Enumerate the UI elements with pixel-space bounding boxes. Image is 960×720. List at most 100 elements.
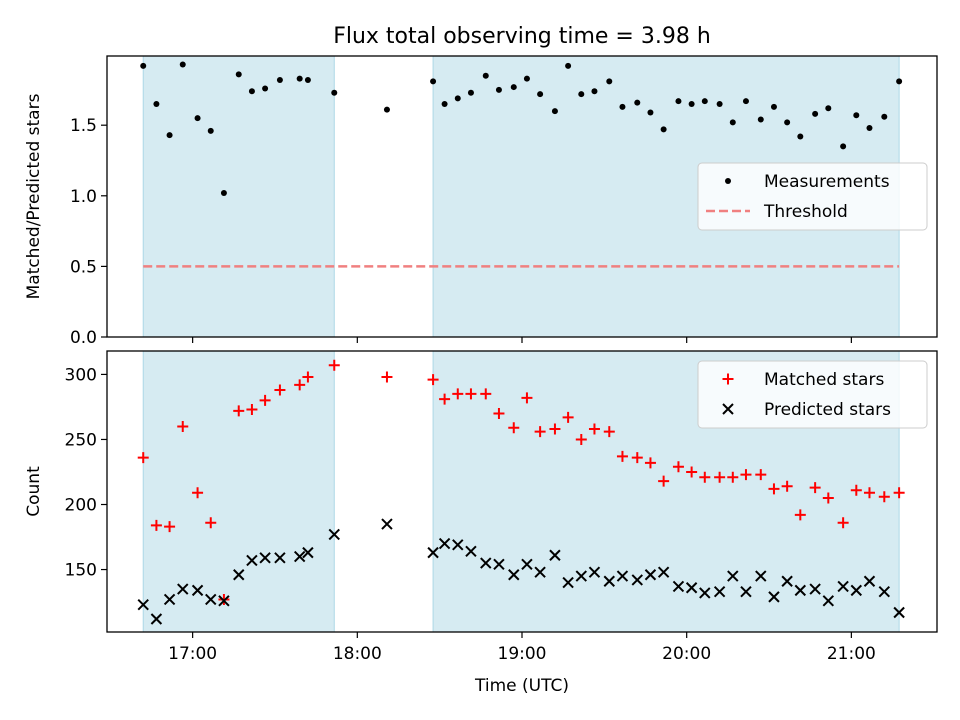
predicted-star-point [781, 575, 793, 587]
matched-star-point [205, 517, 217, 529]
measurement-point [716, 101, 723, 108]
matched-star-point [809, 482, 821, 494]
predicted-star-point [549, 549, 561, 561]
matched-star-point [631, 452, 643, 464]
measurement-point [296, 75, 303, 82]
legend-predicted-marker [722, 403, 734, 415]
predicted-star-point [493, 558, 505, 571]
matched-star-point [439, 393, 451, 405]
matched-star-point [302, 371, 314, 383]
matched-star-point [893, 487, 905, 499]
measurement-point [797, 133, 804, 140]
matched-star-point [150, 519, 162, 531]
measurement-point [825, 105, 832, 112]
matched-star-point [822, 492, 834, 504]
measurement-point [248, 88, 255, 95]
predicted-star-point [809, 583, 821, 595]
predicted-star-point [822, 595, 835, 607]
matched-star-point [781, 480, 793, 492]
matched-star-point [177, 420, 189, 432]
matched-star-point [534, 426, 546, 438]
predicted-star-point [480, 557, 492, 569]
matched-star-point [588, 423, 600, 435]
matched-star-point [672, 461, 684, 473]
matched-star-point [616, 450, 628, 462]
predicted-star-point [794, 584, 807, 597]
predicted-star-point [863, 575, 876, 587]
predicted-star-point [740, 585, 752, 598]
figure-title: Flux total observing time = 3.98 h [333, 24, 711, 49]
measurement-point [770, 103, 777, 110]
measurement-point [537, 91, 544, 98]
matched-star-point [294, 379, 306, 391]
predicted-star-point [191, 584, 204, 597]
predicted-star-point [452, 539, 464, 551]
matched-star-point [740, 469, 752, 481]
measurement-point [430, 78, 437, 85]
predicted-star-point [508, 569, 520, 581]
predicted-star-point [850, 584, 863, 597]
predicted-star-point [644, 569, 657, 581]
predicted-star-point [588, 566, 601, 578]
predicted-star-point [259, 552, 271, 564]
matched-star-point [644, 457, 656, 469]
y-tick-label: 0.5 [70, 257, 97, 277]
measurement-point [441, 101, 448, 108]
predicted-star-point [246, 554, 258, 567]
matched-star-point [164, 521, 176, 533]
y-tick-label: 250 [65, 430, 97, 450]
x-axis-label: Time (UTC) [474, 676, 569, 696]
predicted-star-point [293, 550, 306, 563]
x-tick-label: 18:00 [333, 644, 382, 664]
measurement-point [551, 108, 558, 115]
matched-star-point [699, 471, 711, 483]
measurement-point [675, 98, 682, 105]
predicted-star-point [616, 570, 629, 582]
legend-label: Measurements [764, 172, 890, 192]
predicted-star-point [562, 576, 574, 589]
matched-star-point [549, 423, 561, 435]
matched-star-point [508, 422, 520, 434]
legend-label: Predicted stars [764, 400, 891, 420]
measurement-point [565, 62, 572, 69]
measurement-point [881, 113, 888, 120]
y-tick-label: 150 [65, 561, 97, 581]
matched-star-point [727, 471, 739, 483]
legend: Matched stars Predicted stars [697, 360, 928, 429]
matched-star-point [452, 388, 464, 400]
y-tick-label: 300 [65, 365, 97, 385]
measurement-point [383, 106, 390, 113]
predicted-star-point [878, 585, 891, 598]
legend: Measurements Threshold [697, 162, 928, 231]
measurement-point [729, 119, 736, 126]
y-axis-label: Count [24, 466, 44, 517]
matched-star-point [878, 491, 890, 503]
legend-matched-marker [722, 373, 734, 385]
legend-label: Threshold [763, 202, 848, 222]
measurement-point [276, 77, 283, 84]
measurement-point [634, 99, 641, 106]
matched-star-point [259, 394, 271, 406]
measurement-point [304, 77, 311, 84]
predicted-star-point [205, 593, 217, 606]
measurement-point [220, 189, 227, 196]
measurement-point [866, 125, 873, 132]
predicted-star-point [755, 570, 767, 582]
legend-measurement-marker [725, 178, 731, 184]
matched-star-point [233, 405, 245, 417]
measurement-point [784, 119, 791, 126]
matched-star-point [755, 469, 767, 481]
predicted-star-point [177, 583, 189, 595]
predicted-star-point [150, 613, 163, 625]
predicted-star-point [438, 537, 451, 550]
matched-star-point [192, 487, 204, 499]
matched-star-point [562, 411, 574, 423]
predicted-star-point [575, 570, 587, 582]
predicted-star-point [713, 585, 726, 598]
predicted-star-point [137, 598, 149, 611]
predicted-star-point [768, 591, 780, 603]
count-panel: 150 200 250 300 17:00 18:00 19:00 20:00 21:00 Cou… [24, 350, 938, 696]
matched-star-point [714, 471, 726, 483]
matched-star-point [863, 487, 875, 499]
